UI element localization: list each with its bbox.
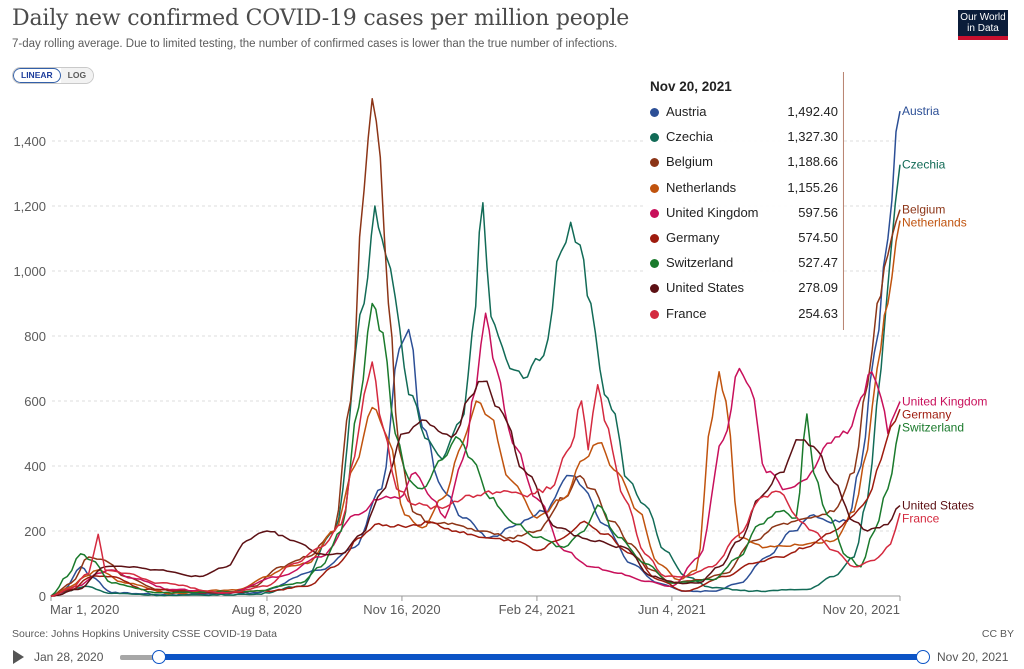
owid-logo[interactable]: Our World in Data [958,10,1008,40]
logo-line1: Our World [960,12,1006,23]
y-tick-label: 800 [24,329,46,344]
series-line-france[interactable] [50,361,901,597]
tooltip-value: 527.47 [798,255,838,271]
tooltip-row: United Kingdom 597.56 [650,205,840,223]
tooltip-country: Switzerland [666,255,734,271]
x-tick-label: Nov 16, 2020 [363,602,440,617]
end-label-germany[interactable]: Germany [902,408,951,422]
tooltip-row: United States 278.09 [650,280,840,298]
y-tick-label: 1,000 [13,264,46,279]
tooltip-value: 1,155.26 [787,179,838,195]
timeline-selected-range[interactable] [158,654,922,660]
license-link[interactable]: CC BY [981,628,1014,640]
y-tick-label: 200 [24,524,46,539]
chart-subtitle: 7-day rolling average. Due to limited te… [12,38,618,50]
series-line-germany[interactable] [50,408,901,597]
tooltip-country: Germany [666,230,720,245]
tooltip-row: Belgium 1,188.66 [650,154,840,172]
chart-title: Daily new confirmed COVID-19 cases per m… [12,6,630,31]
tooltip-country: Netherlands [666,179,737,195]
timeline-slider: Jan 28, 2020 Nov 20, 2021 [0,645,1024,669]
x-tick-label: Jun 4, 2021 [638,602,706,617]
legend-dot-icon [650,158,659,168]
legend-dot-icon [650,183,659,193]
tooltip-country: United States [666,280,745,296]
end-label-france[interactable]: France [902,512,940,526]
series-line-switzerland[interactable] [50,302,901,597]
end-label-united-kingdom[interactable]: United Kingdom [902,395,987,409]
linear-scale-button[interactable]: LINEAR [13,68,61,83]
y-tick-label: 1,400 [13,134,46,149]
end-label-belgium[interactable]: Belgium [902,203,945,217]
tooltip-value: 1,327.30 [787,129,838,145]
tooltip-value: 574.50 [798,230,838,245]
x-tick-label: Nov 20, 2021 [823,602,900,617]
tooltip-country: United Kingdom [666,204,759,220]
end-label-united-states[interactable]: United States [902,499,974,513]
tooltip-value: 278.09 [798,280,838,296]
timeline-start-label: Jan 28, 2020 [34,650,104,664]
play-icon[interactable] [13,650,24,664]
tooltip-value: 1,188.66 [787,154,838,170]
series-lines [50,72,901,597]
legend-dot-icon [650,309,659,319]
x-tick-label: Feb 24, 2021 [499,602,576,617]
end-label-netherlands[interactable]: Netherlands [902,216,967,230]
legend-dot-icon [650,259,659,269]
y-tick-label: 400 [24,459,46,474]
legend-dot-icon [650,284,659,294]
x-axis: Mar 1, 2020 Aug 8, 2020 Nov 16, 2020 Feb 24… [50,595,901,617]
timeline-start-handle[interactable] [152,650,166,664]
legend-dot-icon [650,234,659,243]
series-line-czechia[interactable] [50,164,901,597]
tooltip-value: 597.56 [798,204,838,220]
end-label-switzerland[interactable]: Switzerland [902,421,964,435]
tooltip-country: Austria [666,104,707,119]
source-note[interactable]: Source: Johns Hopkins University CSSE CO… [12,628,277,640]
series-line-united-states[interactable] [50,380,901,597]
tooltip-value: 1,492.40 [787,104,838,119]
tooltip-country: Belgium [666,154,713,170]
tooltip-row: France 254.63 [650,306,840,324]
scale-toggle: LINEAR LOG [12,67,95,84]
end-label-austria[interactable]: Austria [902,104,940,118]
tooltip-row: Austria 1,492.40 [650,104,840,122]
y-tick-label: 0 [39,589,46,604]
legend-dot-icon [650,133,659,143]
tooltip-country: France [666,305,707,321]
series-line-united-kingdom[interactable] [50,312,901,597]
tooltip-country: Czechia [666,129,713,145]
tooltip-row: Netherlands 1,155.26 [650,180,840,198]
y-axis-ticks: 0 200 400 600 800 1,000 1,200 1,400 [13,134,46,604]
legend-dot-icon [650,108,659,117]
x-tick-label: Aug 8, 2020 [232,602,302,617]
log-scale-button[interactable]: LOG [60,68,94,83]
legend-dot-icon [650,208,659,218]
tooltip-date: Nov 20, 2021 [650,79,732,94]
end-label-czechia[interactable]: Czechia [902,158,946,172]
tooltip-row: Germany 574.50 [650,230,840,248]
timeline-end-handle[interactable] [916,650,930,664]
tooltip-row: Switzerland 527.47 [650,255,840,273]
y-tick-label: 1,200 [13,199,46,214]
logo-line2: in Data [967,23,999,34]
timeline-end-label: Nov 20, 2021 [937,650,1009,664]
y-tick-label: 600 [24,394,46,409]
tooltip-value: 254.63 [798,305,838,321]
hover-tooltip: Nov 20, 2021 Austria 1,492.40 Czechia 1,327… [645,72,843,330]
x-tick-label: Mar 1, 2020 [50,602,119,617]
tooltip-row: Czechia 1,327.30 [650,129,840,147]
